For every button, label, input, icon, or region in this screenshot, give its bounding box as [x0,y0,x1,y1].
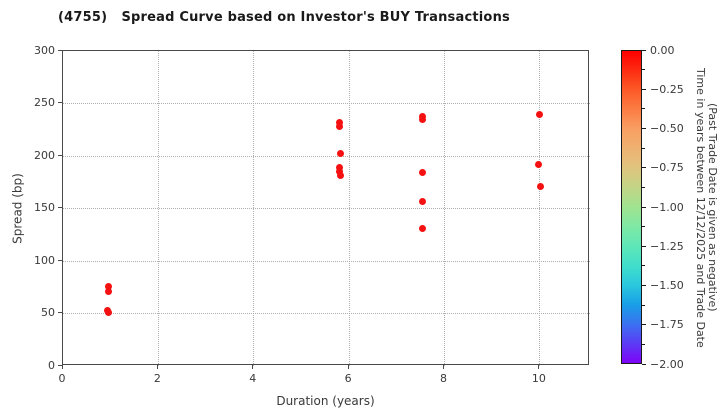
colorbar-minor-tick-mark [642,108,645,110]
colorbar-minor-tick-mark [642,186,645,188]
colorbar-tick-label: −1.75 [650,318,684,332]
x-tick-label: 8 [440,372,448,385]
colorbar-tick-mark [642,324,646,326]
colorbar-title-line1: Time in years between 12/12/2025 and Tra… [694,67,707,348]
x-tick-mark [347,365,349,369]
data-point [336,172,344,180]
data-point [418,169,426,177]
y-tick-label: 200 [34,148,55,162]
x-tick-mark [538,365,540,369]
colorbar-tick-mark [642,206,646,208]
colorbar-tick-label: −0.75 [650,161,684,175]
colorbar-tick-label: 0.00 [650,43,675,57]
colorbar-tick-mark [642,128,646,129]
data-point [104,287,112,295]
y-tick-label: 0 [48,358,55,372]
colorbar-tick-label: −0.25 [650,82,684,96]
x-tick-mark [443,365,445,369]
data-point [335,164,343,172]
y-tick-mark [58,207,62,208]
y-tick-label: 50 [41,306,55,319]
data-point [335,123,343,131]
data-point [105,308,113,316]
chart-title: (4755) Spread Curve based on Investor's … [58,10,510,25]
x-gridline [157,51,159,366]
x-tick-label: 10 [531,372,546,385]
y-tick-mark [58,154,62,156]
colorbar-tick-label: −1.25 [650,239,684,253]
y-tick-mark [58,102,62,103]
data-point [418,115,426,123]
x-tick-mark [156,365,158,369]
colorbar-tick-mark [642,49,646,51]
y-tick-mark [58,49,62,51]
data-point [335,168,343,176]
colorbar-minor-tick-mark [642,147,645,149]
colorbar-title: Time in years between 12/12/2025 and Tra… [694,50,719,365]
colorbar-tick-label: −2.00 [650,357,684,371]
colorbar-tick-label: −0.50 [650,122,684,135]
colorbar-tick-mark [642,285,646,286]
data-point [335,118,343,126]
x-gridline [539,51,541,366]
y-tick-mark [58,312,62,313]
colorbar-tick-mark [642,245,646,247]
y-tick-label: 250 [34,96,55,109]
colorbar-minor-tick-mark [642,343,645,345]
colorbar-minor-tick-mark [642,304,645,306]
y-gridline [63,208,590,209]
colorbar-title-line2: (Past Trade Date is given as negative) [706,103,719,312]
data-point [537,182,545,190]
colorbar-tick-mark [642,167,646,169]
colorbar-tick-label: −1.50 [650,279,684,292]
y-tick-mark [58,259,62,261]
colorbar-minor-tick-mark [642,69,645,71]
x-tick-label: 6 [344,372,352,385]
y-gridline [63,155,590,157]
data-point [534,160,542,168]
data-point [418,197,426,205]
colorbar-tick-mark [642,363,646,365]
y-tick-label: 100 [34,253,55,267]
x-tick-mark [252,365,254,369]
colorbar-minor-tick-mark [642,265,645,267]
x-tick-mark [61,365,63,369]
plot-area [62,50,590,366]
colorbar-tick-mark [642,88,646,90]
colorbar-tick-label: −1.00 [650,200,684,214]
colorbar [621,50,642,364]
y-tick-label: 300 [34,43,55,57]
x-axis-label: Duration (years) [276,394,375,408]
x-gridline [348,51,350,366]
data-point [418,224,426,232]
x-tick-label: 0 [58,372,66,385]
x-tick-label: 4 [249,372,257,385]
x-gridline [253,51,255,366]
colorbar-minor-tick-mark [642,226,645,228]
y-gridline [63,103,590,104]
y-gridline [63,260,590,262]
y-gridline [63,313,590,314]
y-tick-mark [58,364,62,366]
x-tick-label: 2 [153,372,161,385]
data-point [104,282,112,290]
data-point [535,110,543,118]
y-tick-label: 150 [34,201,55,214]
x-gridline [444,51,446,366]
data-point [336,150,344,158]
